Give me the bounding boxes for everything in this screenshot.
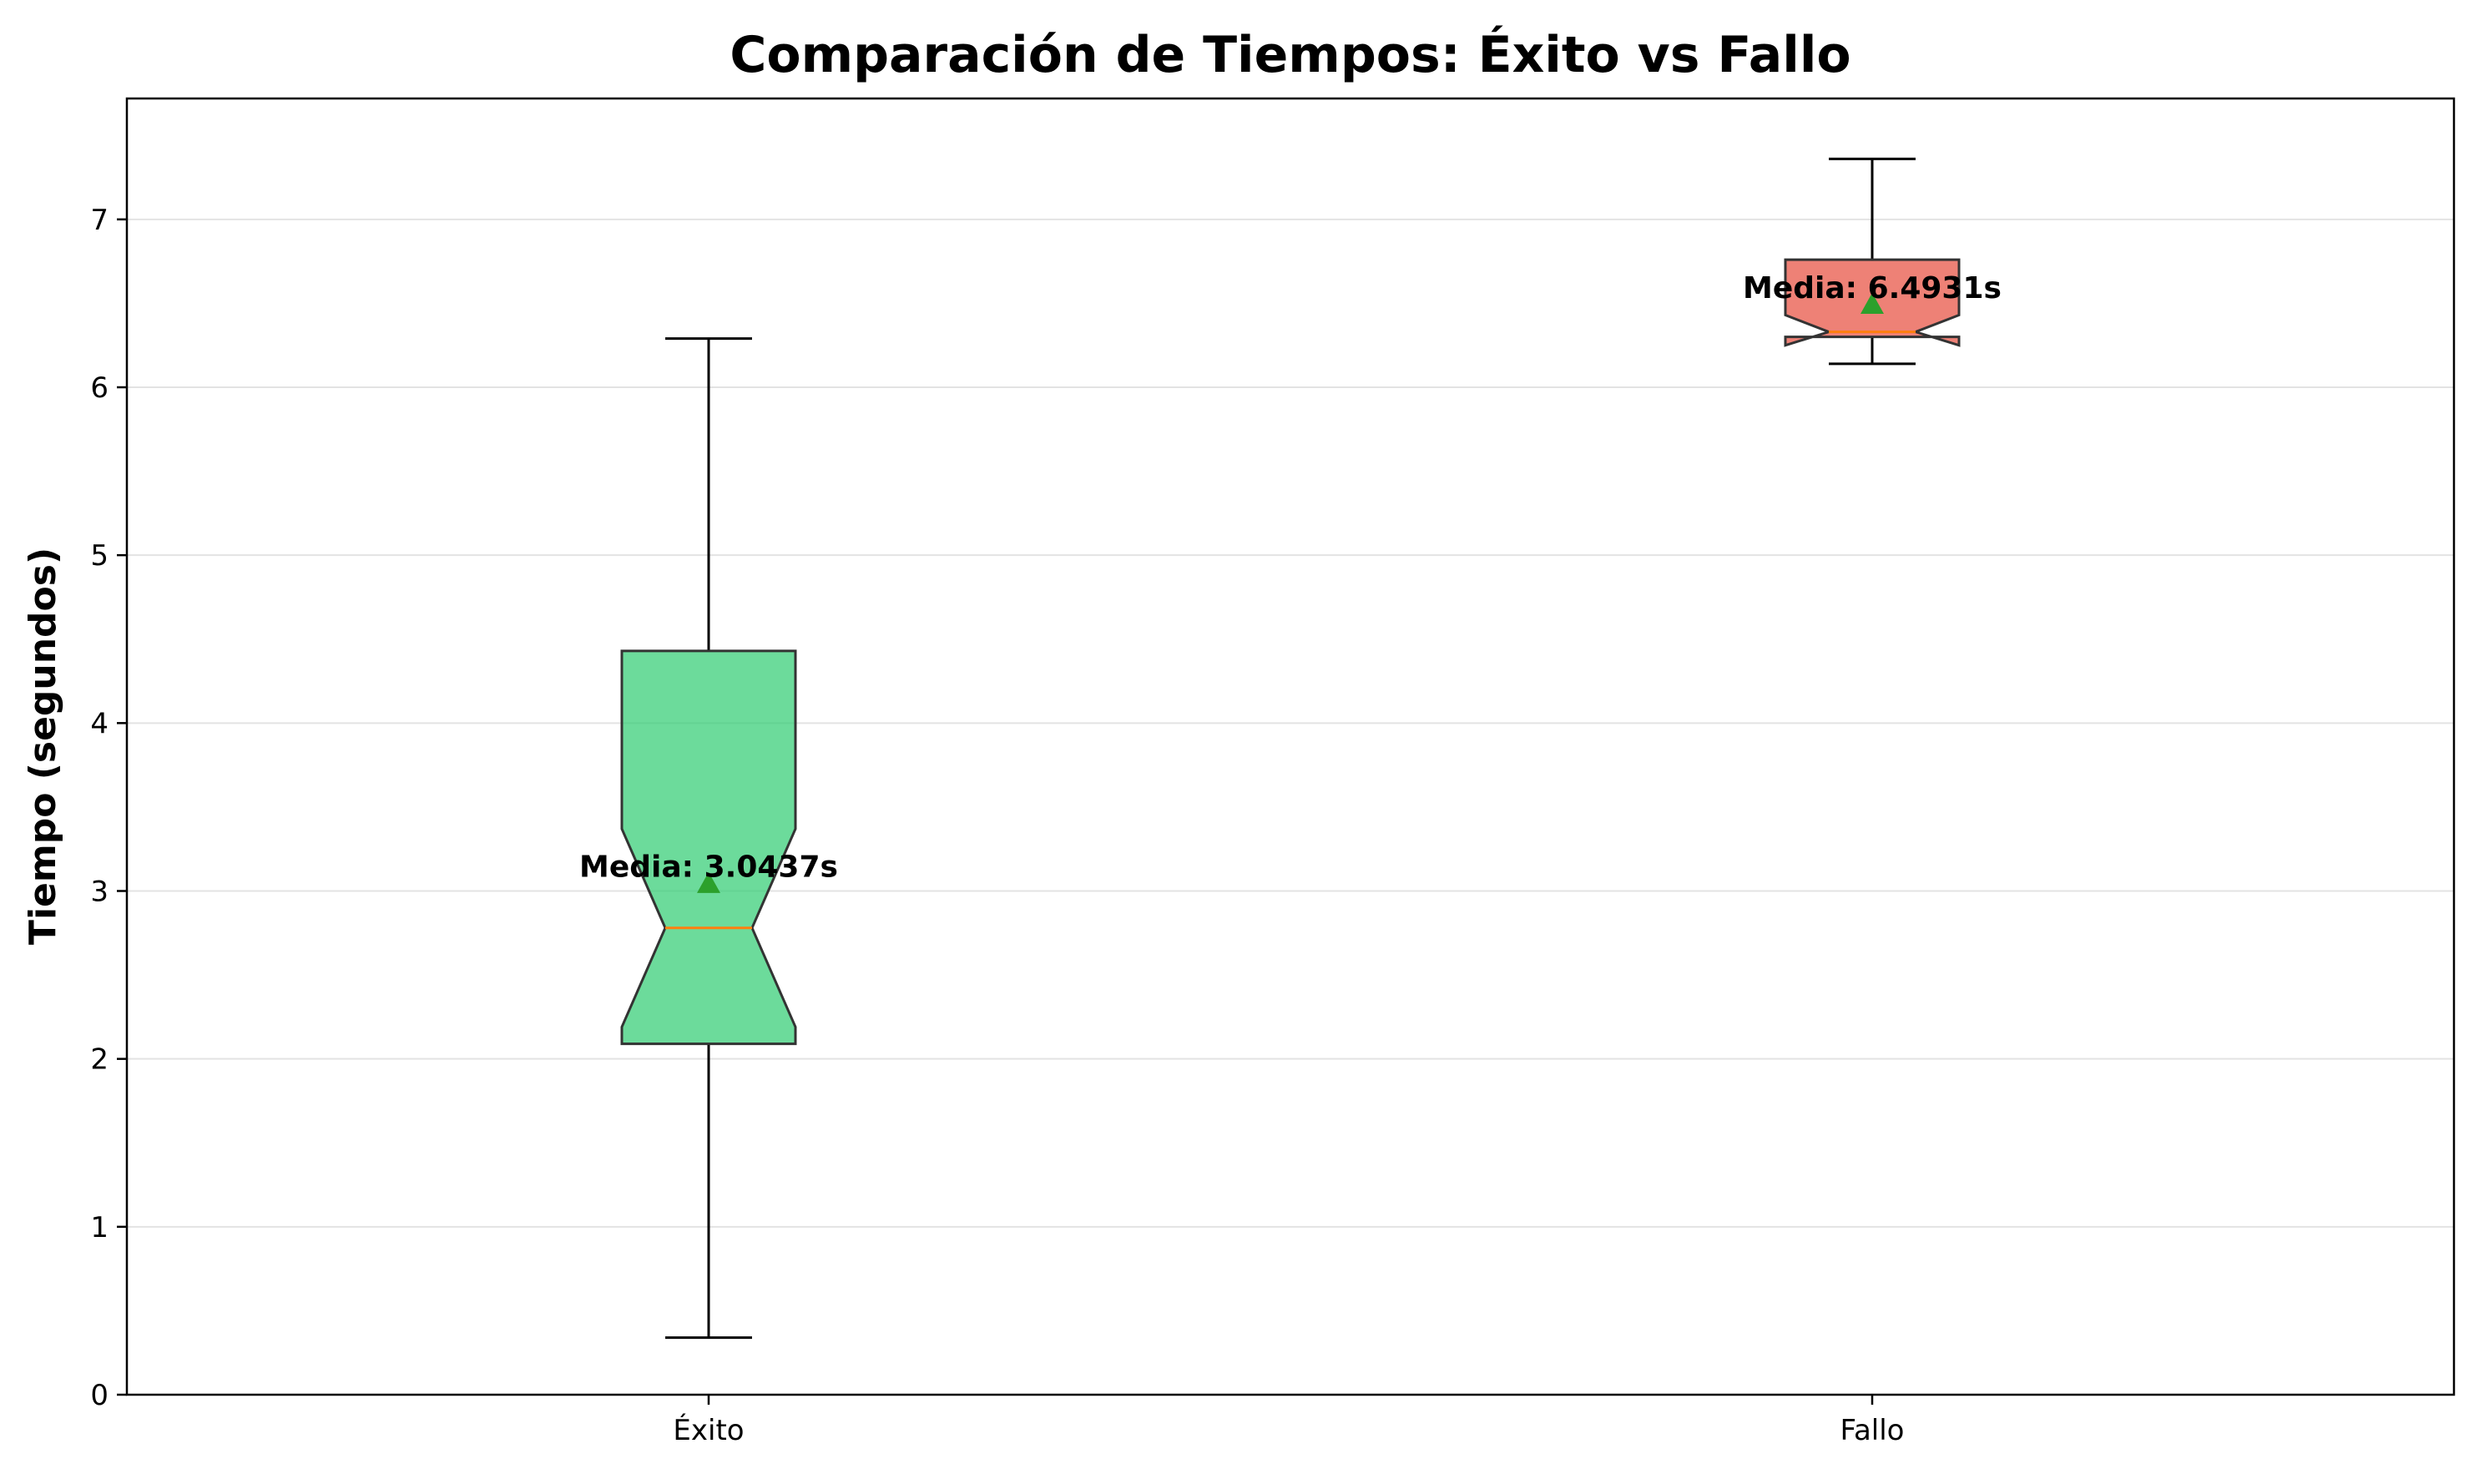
- x-tick-label: Éxito: [673, 1413, 744, 1447]
- y-tick-label: 1: [90, 1211, 109, 1244]
- plot-frame: [125, 97, 2456, 1396]
- mean-marker: [1861, 292, 1884, 315]
- y-tick-label: 5: [90, 539, 109, 573]
- y-tick-label: 3: [90, 876, 109, 909]
- chart-title: Comparación de Tiempos: Éxito vs Fallo: [730, 24, 1850, 84]
- y-tick-label: 4: [90, 707, 109, 740]
- y-tick-label: 6: [90, 371, 109, 405]
- box-group: Media: 3.0437s: [579, 337, 838, 1340]
- box-body: [620, 649, 797, 1046]
- grid-layer: [127, 218, 2454, 1228]
- y-axis-label: Tiempo (segundos): [22, 548, 64, 945]
- box-layer: Media: 3.0437s Media: 6.4931s: [579, 157, 2002, 1340]
- mean-annotation: Media: 3.0437s: [579, 851, 838, 885]
- mean-marker: [697, 871, 720, 893]
- mean-annotation: Media: 6.4931s: [1743, 271, 2002, 305]
- x-tick-label: Fallo: [1840, 1414, 1905, 1447]
- y-tick-label: 2: [90, 1043, 109, 1077]
- y-tick-label: 7: [90, 204, 109, 237]
- box-group: Media: 6.4931s: [1743, 157, 2002, 366]
- y-tick-label: 0: [90, 1379, 109, 1412]
- axis-layer: 0 1 2 3 4 5 6 7 Éxito Fallo: [90, 204, 1904, 1447]
